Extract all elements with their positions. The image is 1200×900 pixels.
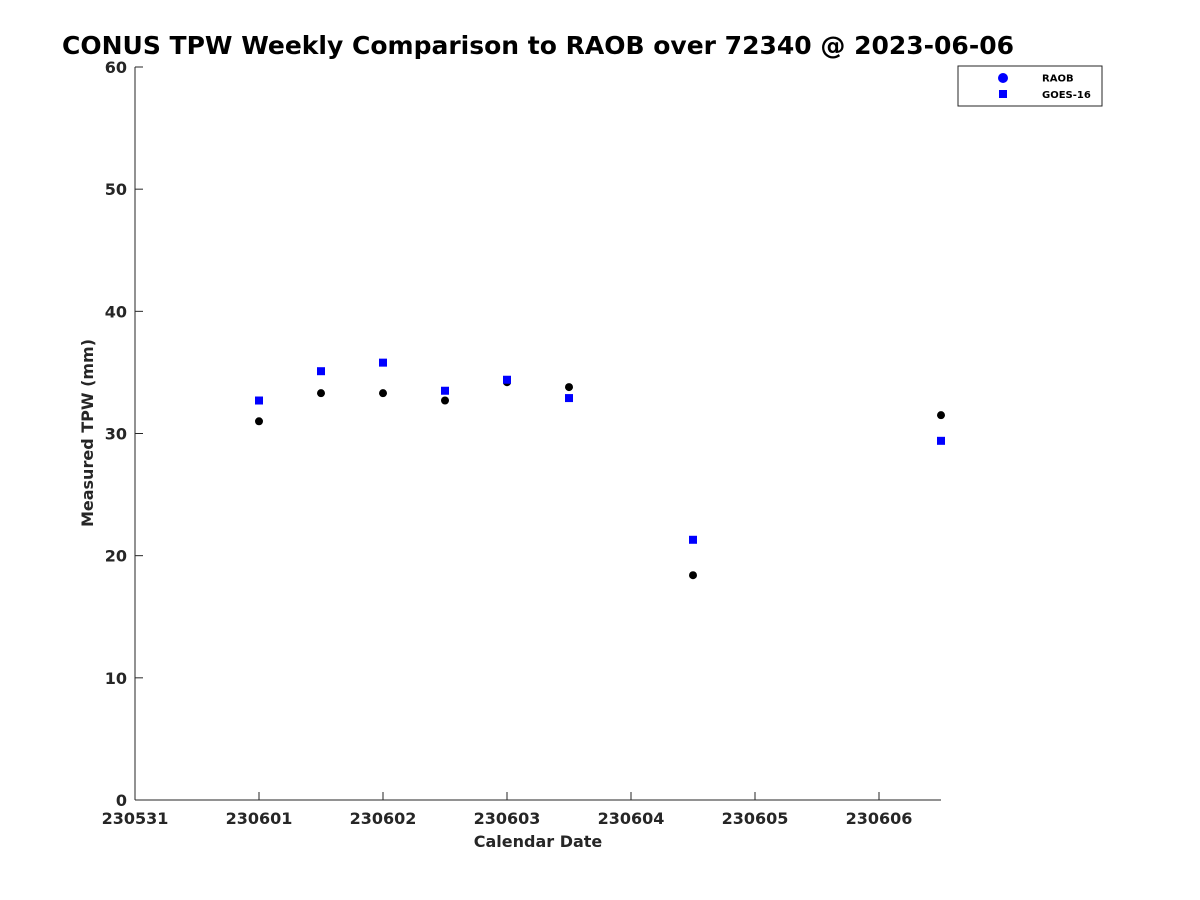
x-tick-label: 230531 — [102, 809, 169, 828]
goes-16-point — [255, 396, 263, 405]
raob-point — [317, 389, 325, 398]
y-tick-label: 50 — [105, 180, 127, 199]
legend-box — [957, 65, 1103, 107]
y-ticks: 0 10 20 30 40 50 60 — [105, 58, 143, 810]
legend-goes-label: GOES-16 — [1042, 90, 1091, 101]
y-tick-label: 40 — [105, 302, 127, 321]
y-tick-label: 20 — [105, 547, 127, 566]
x-tick-label: 230601 — [226, 809, 293, 828]
goes-16-point — [317, 367, 325, 376]
raob-point — [565, 383, 573, 392]
raob-point — [937, 411, 945, 420]
goes-16-point — [379, 358, 387, 367]
goes-16-point — [565, 394, 573, 403]
goes-16-point — [937, 436, 945, 445]
x-tick-label: 230603 — [474, 809, 541, 828]
legend: RAOB GOES-16 — [957, 65, 1103, 107]
x-axis-label: Calendar Date — [474, 832, 603, 851]
x-ticks: 230531 230601 230602 230603 230604 230605 2306… — [102, 792, 913, 828]
raob-point — [379, 389, 387, 398]
legend-raob-label: RAOB — [1042, 74, 1074, 85]
legend-goes-marker — [999, 90, 1007, 98]
x-tick-label: 230604 — [598, 809, 665, 828]
chart-title: CONUS TPW Weekly Comparison to RAOB over… — [62, 31, 1014, 60]
goes-16-point — [689, 535, 697, 544]
raob-point — [689, 571, 697, 580]
x-tick-label: 230602 — [350, 809, 417, 828]
x-tick-label: 230605 — [722, 809, 789, 828]
data-points — [255, 358, 945, 580]
plot-axes — [134, 67, 941, 801]
y-tick-label: 30 — [105, 425, 127, 444]
goes-16-point — [503, 375, 511, 384]
y-axis-label: Measured TPW (mm) — [78, 339, 97, 527]
y-tick-label: 60 — [105, 58, 127, 77]
y-tick-label: 0 — [116, 791, 127, 810]
x-tick-label: 230606 — [846, 809, 913, 828]
goes-16-point — [441, 386, 449, 395]
legend-raob-marker — [998, 73, 1008, 83]
y-tick-label: 10 — [105, 669, 127, 688]
raob-point — [255, 417, 263, 426]
raob-point — [441, 396, 449, 405]
